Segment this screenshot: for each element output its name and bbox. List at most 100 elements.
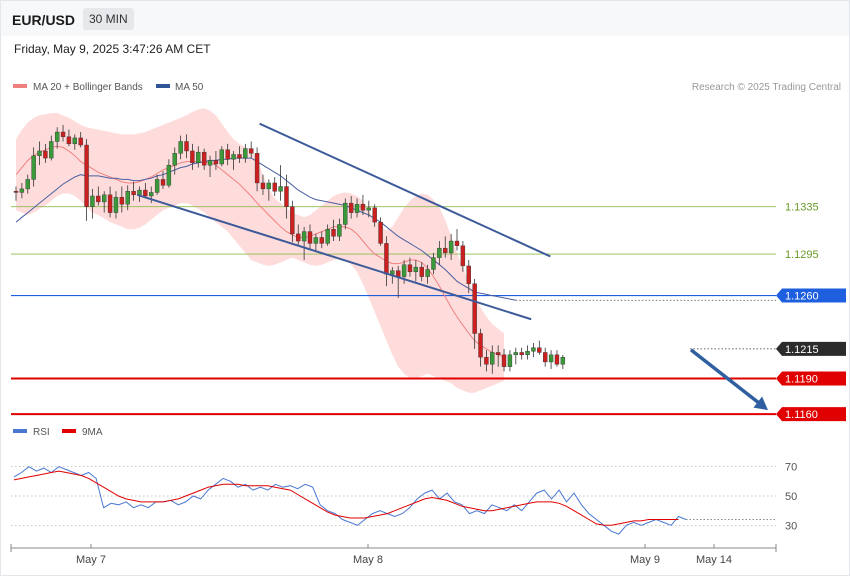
timeframe-badge[interactable]: 30 MIN xyxy=(83,8,134,30)
resistance-label: 1.1335 xyxy=(785,202,819,214)
candle-body xyxy=(472,283,477,334)
candle-body xyxy=(143,189,148,197)
candle xyxy=(219,146,225,167)
candle-body xyxy=(466,265,471,284)
candle-body xyxy=(207,160,213,166)
candle-body xyxy=(178,141,183,154)
candle xyxy=(166,159,172,188)
candle-body xyxy=(231,154,236,160)
candle-body xyxy=(96,195,101,203)
candle-body xyxy=(437,247,442,258)
candle xyxy=(296,224,301,246)
candle xyxy=(290,200,295,243)
candle-body xyxy=(66,136,72,145)
candle-body xyxy=(531,347,536,352)
candle-body xyxy=(154,179,160,193)
candle-body xyxy=(43,150,48,159)
channel-upper-line xyxy=(259,122,551,258)
candle xyxy=(125,185,130,211)
time-axis-label: May 9 xyxy=(630,554,660,566)
candle-body xyxy=(543,352,548,363)
candle-body xyxy=(537,347,542,353)
candle-body xyxy=(513,352,518,356)
candle-body xyxy=(131,191,136,196)
candle xyxy=(490,345,495,374)
candle xyxy=(278,165,283,201)
candle-body xyxy=(19,188,25,193)
candle xyxy=(284,174,289,219)
candle xyxy=(66,129,72,147)
candle xyxy=(513,347,518,365)
candle-body xyxy=(413,266,419,273)
candle-body xyxy=(278,186,283,192)
support-label: 1.1160 xyxy=(785,409,818,421)
candle-body xyxy=(519,352,524,356)
candle xyxy=(419,262,424,282)
candle xyxy=(49,135,54,161)
copyright: Research © 2025 Trading Central xyxy=(692,82,841,93)
candle xyxy=(507,350,513,372)
candle-body xyxy=(460,245,466,267)
candle xyxy=(378,217,383,246)
candle xyxy=(437,241,442,265)
candle-body xyxy=(419,266,424,277)
price-level-1-1215: 1.1215 xyxy=(690,341,846,356)
candle xyxy=(243,143,248,163)
price-level-1-1295: 1.1295 xyxy=(11,249,819,261)
timestamp: Friday, May 9, 2025 3:47:26 AM CET xyxy=(14,42,211,56)
candle-body xyxy=(101,194,107,203)
candle xyxy=(448,233,454,260)
candle-body xyxy=(90,195,95,207)
header-bar: EUR/USD 30 MIN xyxy=(1,1,849,36)
candle-body xyxy=(378,221,383,244)
candle-body xyxy=(425,269,430,277)
candle xyxy=(190,143,195,170)
price-level-1-1190: 1.1190 xyxy=(11,371,846,386)
candle-body xyxy=(366,207,371,211)
trend-channel xyxy=(136,122,551,321)
candle xyxy=(425,264,430,284)
candle xyxy=(495,345,501,367)
legend-label-rsi: RSI xyxy=(33,427,50,438)
time-axis-label: May 14 xyxy=(696,554,732,566)
candle xyxy=(337,218,342,242)
candle-body xyxy=(107,194,113,213)
candle xyxy=(360,194,366,215)
candle-body xyxy=(290,206,295,235)
candle-body xyxy=(248,148,254,154)
candle-body xyxy=(72,137,78,145)
candle xyxy=(443,236,448,258)
legend-swatch-ma20 xyxy=(13,84,27,88)
support-tag xyxy=(776,407,846,422)
bollinger-bands xyxy=(16,108,504,393)
candle xyxy=(537,340,542,355)
candle xyxy=(548,350,554,370)
last-price-label: 1.1215 xyxy=(785,344,819,356)
legend-label-ma50: MA 50 xyxy=(175,82,204,93)
time-axis-label: May 8 xyxy=(353,554,383,566)
price-level-1-1260: 1.1260 xyxy=(11,288,846,303)
candle xyxy=(484,350,489,372)
rsi-tick-label: 50 xyxy=(785,491,797,503)
candle-body xyxy=(31,155,36,180)
candle xyxy=(307,224,313,251)
candle-body xyxy=(172,153,177,166)
candle-body xyxy=(160,179,166,186)
candle xyxy=(13,186,19,201)
candle-body xyxy=(484,356,489,365)
candle-body xyxy=(196,151,201,164)
legend-label-9ma: 9MA xyxy=(82,427,103,438)
candle-body xyxy=(49,141,54,159)
candle-body xyxy=(372,207,377,223)
candle xyxy=(366,200,371,218)
candle xyxy=(237,146,242,163)
projection-arrow xyxy=(689,348,768,411)
candle xyxy=(149,186,154,204)
candle xyxy=(313,233,319,251)
candle xyxy=(119,186,125,213)
candle-body xyxy=(390,270,395,275)
legend-swatch-rsi xyxy=(13,429,27,433)
resistance-label: 1.1295 xyxy=(785,249,819,261)
candle xyxy=(131,181,136,201)
candle xyxy=(213,150,219,170)
